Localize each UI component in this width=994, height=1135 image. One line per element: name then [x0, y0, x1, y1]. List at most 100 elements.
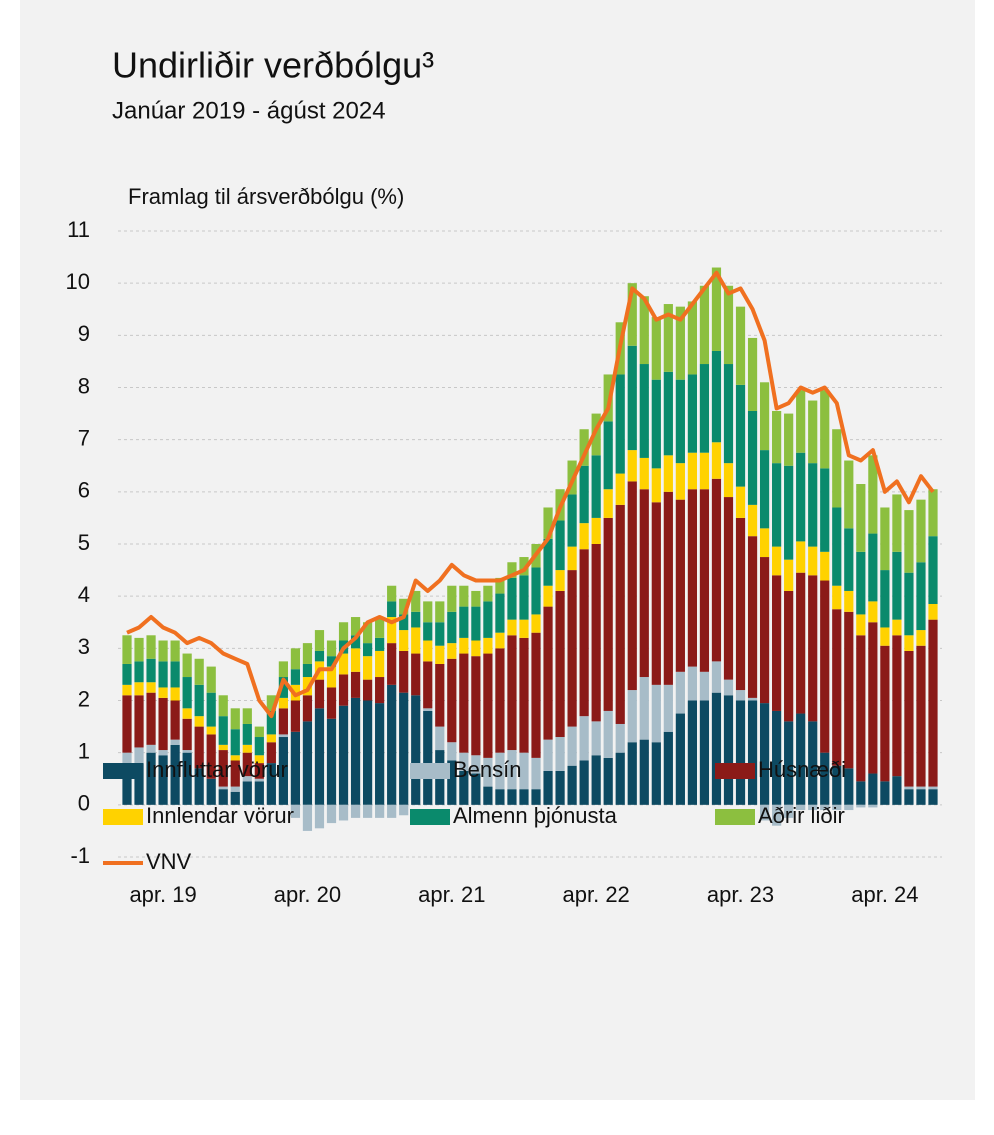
- bar-segment: [230, 755, 240, 761]
- bar-segment: [711, 350, 722, 443]
- bar-segment: [519, 637, 529, 753]
- bar-segment: [375, 703, 385, 805]
- bar-segment: [747, 410, 758, 505]
- bar-segment: [242, 776, 252, 782]
- bar-segment: [483, 786, 493, 805]
- bar-segment: [555, 570, 565, 591]
- bar-segment: [182, 718, 192, 751]
- bar-segment: [278, 734, 288, 738]
- bar-segment: [338, 653, 349, 675]
- bar-segment: [639, 739, 649, 805]
- bar-segment: [338, 705, 349, 805]
- bar-segment: [627, 345, 637, 451]
- bar-segment: [254, 778, 264, 782]
- bar-segment: [423, 601, 433, 623]
- bar-segment: [784, 559, 794, 591]
- bar-segment: [916, 786, 926, 790]
- bar-segment: [543, 606, 553, 740]
- bar-segment: [338, 804, 349, 821]
- bar-segment: [531, 632, 541, 758]
- bar-segment: [627, 283, 637, 346]
- legend-label: Innlendar vörur: [146, 803, 294, 828]
- bar-segment: [820, 390, 830, 469]
- bar-segment: [170, 661, 180, 688]
- bar-segment: [170, 687, 180, 701]
- bar-segment: [627, 450, 637, 482]
- bar-segment: [591, 413, 601, 456]
- bar-segment: [507, 635, 517, 751]
- bar-segment: [832, 765, 842, 805]
- y-tick-label: 11: [67, 217, 90, 242]
- bar-segment: [435, 622, 445, 646]
- bar-segment: [567, 546, 577, 571]
- bar-segment: [639, 457, 649, 490]
- bar-segment: [699, 285, 710, 365]
- bar-segment: [495, 752, 505, 790]
- bar-segment: [278, 708, 288, 735]
- bar-segment: [471, 656, 481, 756]
- bar-segment: [928, 489, 938, 537]
- bar-segment: [615, 752, 625, 805]
- bar-segment: [844, 768, 854, 805]
- bar-segment: [387, 585, 397, 602]
- bar-segment: [435, 726, 445, 751]
- bar-segment: [651, 379, 661, 469]
- bar-segment: [759, 804, 770, 821]
- legend-label: Aðrir liðir: [758, 803, 845, 828]
- bar-segment: [194, 726, 204, 769]
- bar-segment: [206, 778, 216, 805]
- bar-segment: [747, 700, 758, 805]
- bar-segment: [435, 663, 445, 727]
- bar-segment: [699, 452, 710, 490]
- x-tick-label: apr. 24: [851, 882, 918, 907]
- bar-segment: [146, 635, 156, 659]
- bar-segment: [772, 410, 782, 464]
- bar-segment: [784, 804, 794, 818]
- bar-segment: [266, 763, 276, 805]
- bar-segment: [134, 763, 144, 805]
- bar-segment: [543, 739, 553, 771]
- bar-segment: [759, 557, 770, 704]
- bar-segment: [350, 671, 361, 698]
- bar-segment: [495, 632, 505, 649]
- bar-segment: [591, 544, 601, 722]
- bar-segment: [856, 781, 866, 805]
- bar-segment: [579, 523, 589, 550]
- bar-segment: [627, 742, 637, 805]
- bar-segment: [158, 687, 168, 698]
- bar-segment: [122, 663, 132, 685]
- bar-segment: [375, 677, 385, 704]
- bar-segment: [459, 653, 469, 753]
- bar-segment: [928, 786, 938, 790]
- bar-segment: [362, 656, 373, 680]
- bar-segment: [820, 468, 830, 552]
- bar-segment: [687, 666, 698, 701]
- bar-segment: [603, 757, 613, 805]
- bar-segment: [880, 570, 890, 628]
- bar-segment: [266, 695, 276, 711]
- bar-segment: [158, 640, 168, 662]
- legend-label: Húsnæði: [758, 757, 846, 782]
- y-tick-label: 4: [78, 582, 90, 607]
- bar-segment: [338, 622, 349, 641]
- bar-segment: [206, 666, 216, 693]
- bar-segment: [904, 650, 914, 787]
- bar-segment: [627, 481, 637, 691]
- bar-segment: [892, 776, 902, 805]
- bar-segment: [302, 663, 313, 678]
- bar-segment: [699, 489, 710, 672]
- bar-segment: [663, 684, 673, 732]
- bar-segment: [290, 804, 301, 818]
- legend-swatch: [410, 763, 450, 779]
- bar-segment: [567, 570, 577, 727]
- bar-segment: [254, 726, 264, 738]
- bar-segment: [868, 533, 878, 602]
- bar-segment: [182, 752, 192, 805]
- bar-segment: [387, 601, 397, 618]
- bar-segment: [158, 750, 168, 756]
- bar-segment: [519, 789, 529, 805]
- bar-segment: [615, 473, 625, 505]
- bar-segment: [146, 682, 156, 693]
